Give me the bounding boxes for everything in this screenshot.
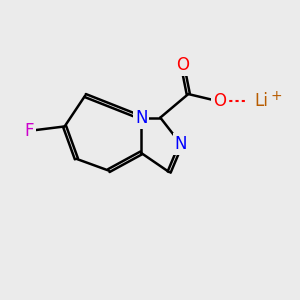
Text: O: O <box>176 56 189 74</box>
Text: O: O <box>213 92 226 110</box>
Text: N: N <box>175 135 187 153</box>
Text: F: F <box>25 122 34 140</box>
Text: Li: Li <box>254 92 268 110</box>
Text: N: N <box>135 109 147 127</box>
Text: +: + <box>271 89 282 103</box>
